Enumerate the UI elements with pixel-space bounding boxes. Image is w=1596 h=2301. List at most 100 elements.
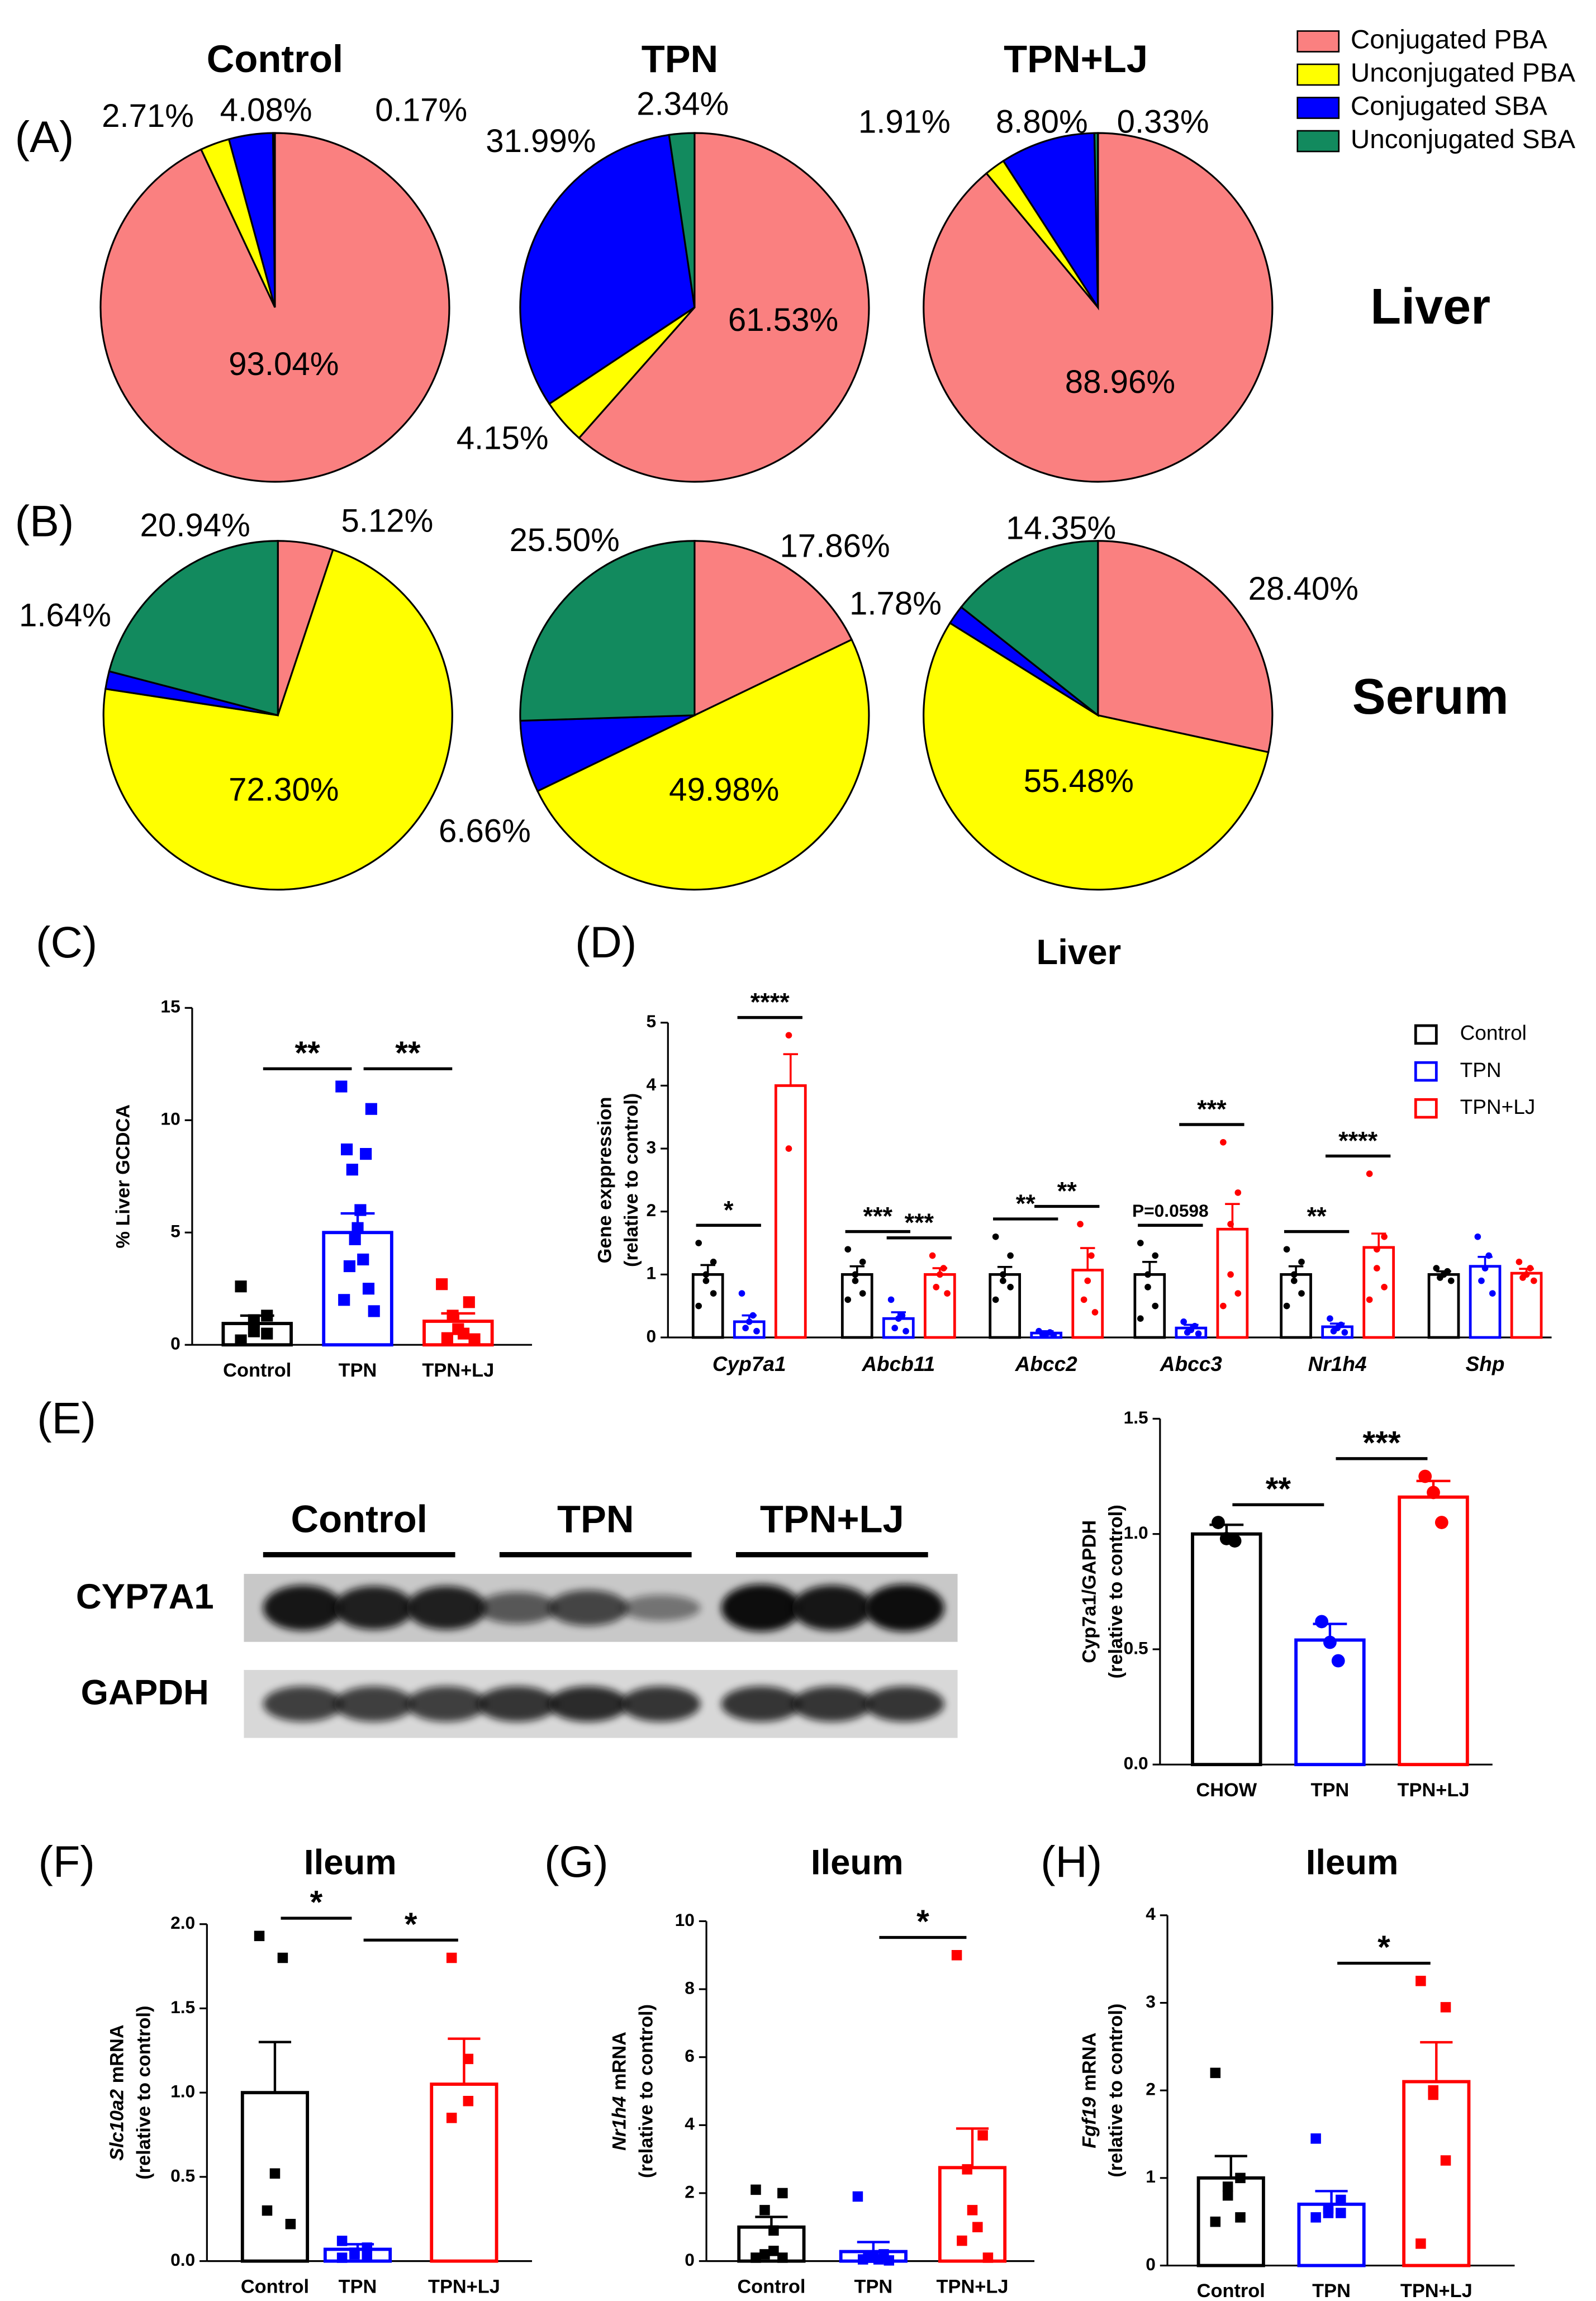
slice-label: 25.50% — [510, 522, 620, 558]
chart-title: Ileum — [304, 1843, 397, 1882]
pie-slice — [1093, 132, 1099, 308]
pie-slice — [536, 638, 870, 890]
significance-label: * — [405, 1906, 417, 1943]
pie-slice — [519, 134, 696, 405]
legend-label: Unconjugated PBA — [1351, 58, 1575, 88]
y-tick-label: 0 — [170, 1334, 180, 1354]
y-axis-label: % Liver GCDCA — [112, 1104, 134, 1249]
blot-band — [792, 1585, 872, 1631]
data-point — [768, 2246, 779, 2256]
blot-band — [721, 1584, 801, 1632]
blot-group-label: TPN — [557, 1498, 634, 1541]
data-point — [1381, 1284, 1388, 1291]
blot-band — [864, 1686, 944, 1722]
data-point — [357, 1253, 369, 1266]
data-point — [1137, 1315, 1144, 1322]
bar — [1294, 1638, 1366, 1767]
x-tick-label: TPN+LJ — [937, 2276, 1009, 2297]
bar — [840, 1273, 873, 1339]
data-point — [710, 1259, 717, 1265]
data-point — [235, 1280, 247, 1293]
error-bar — [1315, 2190, 1348, 2204]
blot-band — [477, 1592, 557, 1624]
bar — [989, 1273, 1022, 1339]
data-point — [1489, 1290, 1496, 1297]
panel-label: (D) — [575, 917, 636, 967]
data-point — [1235, 2172, 1246, 2184]
legend-swatch — [1296, 30, 1340, 53]
data-point — [446, 2113, 457, 2123]
data-point — [1310, 2133, 1321, 2144]
data-point — [887, 1296, 895, 1303]
blot-row-label: CYP7A1 — [76, 1577, 214, 1616]
x-tick-label: TPN+LJ — [1400, 2280, 1472, 2301]
blot-band — [548, 1590, 628, 1626]
slice-label: 0.33% — [1117, 103, 1209, 140]
y-tick-label: 3 — [1146, 1991, 1156, 2011]
y-tick-label: 0.5 — [170, 2165, 195, 2185]
error-bar — [783, 1053, 798, 1086]
data-point — [368, 1305, 380, 1317]
pie-slice — [1097, 540, 1274, 753]
x-tick-label: TPN — [1311, 1780, 1350, 1801]
significance-label: * — [310, 1885, 323, 1921]
data-point — [1222, 2181, 1233, 2192]
data-point — [992, 1233, 999, 1240]
legend-swatch — [1296, 63, 1340, 86]
data-point — [1290, 1277, 1298, 1284]
slice-label: 8.80% — [996, 103, 1088, 140]
pie-slice — [668, 132, 696, 308]
y-axis-label: Fgf19 mRNA — [1079, 2033, 1100, 2148]
pie-title: TPN+LJ — [1004, 37, 1148, 80]
data-point — [1440, 2155, 1451, 2166]
significance-label: *** — [1197, 1095, 1227, 1123]
data-point — [261, 1310, 273, 1322]
panel-label: (F) — [38, 1837, 94, 1886]
data-point — [944, 1290, 951, 1297]
legend-swatch — [1414, 1098, 1438, 1119]
data-point — [262, 2205, 273, 2216]
data-point — [1434, 1516, 1448, 1529]
panel-label: (E) — [37, 1393, 96, 1443]
data-point — [777, 2188, 788, 2199]
blot-band — [548, 1686, 628, 1722]
slice-label: 93.04% — [229, 346, 339, 382]
x-tick-label: CHOW — [1196, 1780, 1257, 1801]
data-point — [777, 2252, 788, 2263]
significance-label: ** — [1266, 1471, 1291, 1507]
y-tick-label: 3 — [647, 1137, 657, 1157]
panel-label: (B) — [15, 496, 74, 546]
legend-label: Conjugated PBA — [1351, 25, 1547, 55]
data-point — [254, 1930, 265, 1942]
x-tick-label: Control — [737, 2276, 805, 2297]
error-bar — [1420, 2041, 1453, 2082]
data-point — [1298, 1290, 1305, 1297]
data-point — [962, 2164, 972, 2175]
data-point — [463, 1296, 475, 1308]
y-tick-label: 2.0 — [170, 1913, 195, 1933]
pie-slice — [272, 132, 276, 308]
data-point — [1283, 1246, 1290, 1253]
data-point — [1330, 1327, 1337, 1335]
data-point — [852, 1271, 859, 1278]
data-point — [768, 2225, 779, 2236]
data-point — [1530, 1277, 1537, 1284]
y-axis-label: (relative to control) — [621, 1093, 642, 1267]
data-point — [1527, 1265, 1534, 1272]
data-point — [336, 2236, 348, 2246]
data-point — [354, 1204, 367, 1216]
data-point — [753, 1327, 760, 1335]
data-point — [902, 1327, 909, 1335]
data-point — [269, 2168, 281, 2179]
data-point — [446, 1310, 459, 1322]
slice-label: 61.53% — [728, 302, 838, 338]
data-point — [710, 1290, 717, 1297]
data-point — [759, 2249, 770, 2260]
legend-swatch — [1296, 97, 1340, 119]
data-point — [277, 1952, 288, 1963]
y-axis-label-gene: Fgf19 — [1079, 2097, 1100, 2148]
data-point — [1235, 2212, 1246, 2223]
data-point — [1366, 1170, 1373, 1177]
data-point — [1000, 1277, 1006, 1284]
